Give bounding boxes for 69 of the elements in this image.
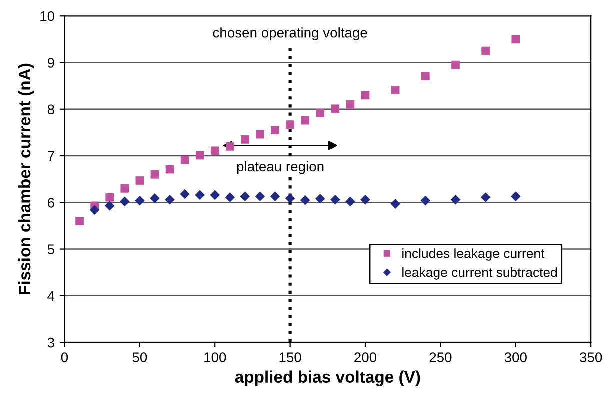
point	[452, 60, 460, 70]
point	[104, 201, 115, 211]
point	[225, 192, 236, 202]
point	[120, 196, 130, 207]
point	[316, 108, 325, 118]
x-tick-label: 200	[354, 352, 377, 362]
point	[361, 91, 370, 100]
point	[165, 194, 175, 205]
point	[196, 151, 204, 160]
point	[390, 199, 400, 209]
x-axis-title: applied bias voltage (V)	[235, 370, 420, 386]
point	[195, 190, 205, 200]
point	[286, 120, 294, 129]
legend-label: leakage current subtracted	[402, 268, 558, 280]
point	[346, 196, 356, 207]
point	[240, 192, 250, 202]
y-tick-label: 3	[48, 338, 54, 348]
y-tick-label: 5	[48, 244, 54, 254]
point	[210, 146, 220, 156]
point	[285, 194, 296, 204]
point	[480, 192, 491, 202]
y-tick-label: 7	[48, 151, 54, 162]
point	[106, 193, 114, 202]
point	[450, 194, 461, 205]
point	[346, 100, 355, 109]
point	[420, 196, 431, 206]
point	[90, 205, 100, 216]
point	[180, 156, 190, 164]
y-tick-label: 4	[48, 291, 55, 301]
legend-label: includes leakage current	[402, 248, 545, 261]
point	[136, 176, 144, 185]
point	[120, 184, 130, 193]
point	[180, 189, 190, 200]
point	[482, 46, 490, 56]
annotation: plateau region	[237, 161, 324, 174]
point	[510, 192, 521, 202]
point	[271, 126, 280, 135]
point	[150, 194, 160, 204]
point	[360, 194, 370, 205]
point	[241, 136, 250, 144]
point	[301, 116, 310, 125]
point	[512, 35, 520, 44]
point	[315, 194, 326, 204]
point	[256, 130, 264, 139]
point	[421, 72, 430, 80]
y-axis-title: Fission chamber current (nA)	[18, 64, 34, 294]
x-tick-label: 250	[430, 352, 452, 362]
point	[76, 217, 84, 226]
x-tick-label: 300	[504, 352, 527, 362]
x-tick-label: 50	[132, 352, 148, 362]
point	[150, 170, 160, 179]
point	[255, 192, 266, 202]
point	[331, 104, 340, 114]
y-tick-label: 9	[48, 58, 54, 68]
y-tick-label: 8	[48, 104, 54, 115]
ref-line-label: chosen operating voltage	[213, 28, 368, 41]
x-tick-label: 100	[204, 352, 226, 362]
x-tick-label: 350	[580, 352, 602, 362]
point	[210, 190, 220, 200]
point	[135, 196, 145, 206]
point	[300, 195, 310, 206]
point	[166, 165, 174, 174]
point	[330, 194, 340, 205]
x-tick-label: 0	[61, 352, 68, 362]
x-tick-label: 150	[280, 352, 302, 362]
point	[270, 192, 280, 202]
y-tick-label: 6	[48, 198, 54, 208]
y-tick-label: 10	[40, 11, 54, 22]
point	[391, 86, 400, 94]
